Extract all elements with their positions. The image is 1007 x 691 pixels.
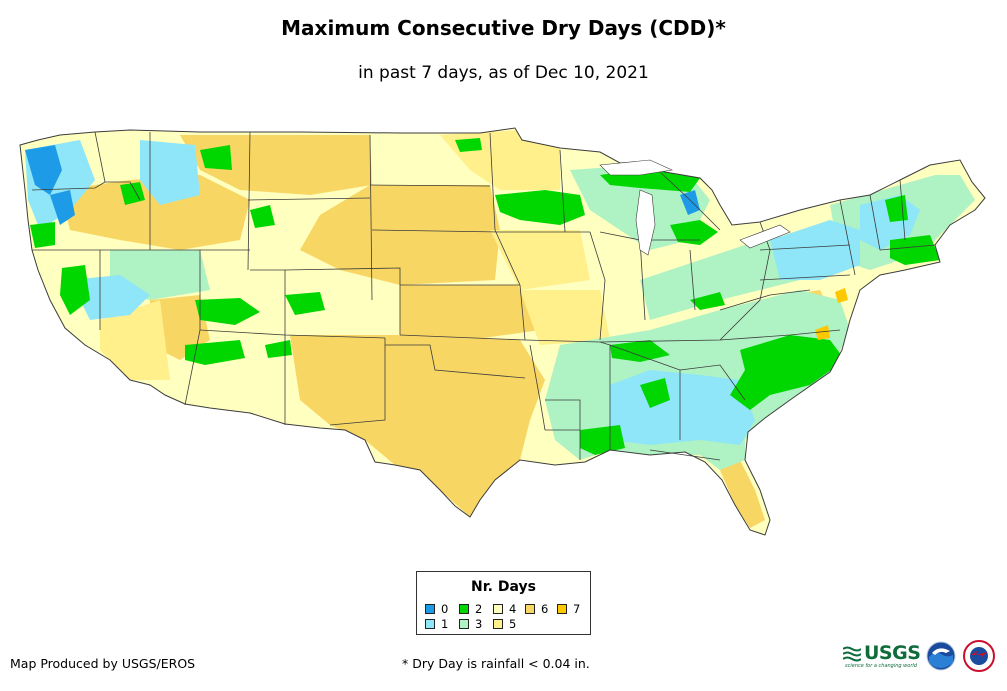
legend-swatch-6 bbox=[525, 604, 535, 614]
legend-swatch-1 bbox=[425, 619, 435, 629]
region-2-montana bbox=[200, 145, 232, 170]
usgs-logo-tagline: science for a changing world bbox=[845, 663, 917, 669]
region-2-gulf bbox=[580, 425, 625, 455]
lake-erie bbox=[739, 224, 791, 249]
map-title: Maximum Consecutive Dry Days (CDD)* bbox=[281, 16, 726, 40]
legend-swatch-5 bbox=[493, 619, 503, 629]
region-2-calnorth bbox=[60, 265, 90, 315]
region-5-southwest bbox=[100, 300, 170, 380]
region-2-wyoming bbox=[250, 205, 275, 228]
region-2-utah bbox=[195, 298, 260, 325]
region-0-cascades bbox=[50, 190, 75, 225]
region-2-oregon bbox=[30, 222, 55, 248]
noaa-logo-icon bbox=[926, 641, 956, 671]
lake-michigan bbox=[635, 189, 656, 256]
region-1-california bbox=[70, 275, 150, 320]
nws-logo-icon bbox=[963, 640, 995, 672]
legend-swatch-3 bbox=[459, 619, 469, 629]
region-0-michigan bbox=[680, 190, 700, 215]
usgs-wave-icon bbox=[843, 646, 861, 662]
region-5-missouri bbox=[520, 290, 610, 345]
region-1-idaho bbox=[140, 140, 200, 205]
dry-day-footnote: * Dry Day is rainfall < 0.04 in. bbox=[402, 656, 590, 671]
region-2-idaho bbox=[120, 182, 145, 205]
region-2-kentucky bbox=[690, 292, 725, 310]
legend-item-1: 1 bbox=[425, 618, 448, 630]
region-6-florida bbox=[720, 460, 765, 528]
region-5-iowa bbox=[490, 230, 590, 290]
legend-item-7: 7 bbox=[557, 603, 580, 615]
legend-swatch-4 bbox=[493, 604, 503, 614]
region-6-west bbox=[60, 175, 250, 250]
legend-item-0: 0 bbox=[425, 603, 448, 615]
region-2-michigan-lp bbox=[670, 220, 718, 245]
region-6-kansas bbox=[400, 285, 540, 340]
state-boundaries bbox=[31, 131, 936, 461]
region-1-georgia bbox=[610, 370, 755, 445]
region-1-penn bbox=[770, 220, 860, 280]
usgs-logo-text: USGS bbox=[864, 642, 921, 664]
legend-swatch-7 bbox=[557, 604, 567, 614]
region-0-olympic bbox=[25, 145, 62, 195]
region-2-colorado bbox=[285, 292, 325, 315]
legend: Nr. Days 0 1 2 3 4 5 6 7 bbox=[416, 571, 591, 635]
legend-swatch-2 bbox=[459, 604, 469, 614]
region-2-tennessee bbox=[610, 340, 670, 362]
map-credit: Map Produced by USGS/EROS bbox=[10, 656, 196, 671]
map-subtitle: in past 7 days, as of Dec 10, 2021 bbox=[358, 63, 649, 83]
legend-item-6: 6 bbox=[525, 603, 548, 615]
legend-item-3: 3 bbox=[459, 618, 482, 630]
region-2-massachusetts bbox=[890, 235, 940, 265]
legend-swatch-0 bbox=[425, 604, 435, 614]
region-2-arizona bbox=[185, 340, 245, 365]
legend-item-4: 4 bbox=[493, 603, 516, 615]
region-7-virginia bbox=[815, 325, 830, 340]
region-2-carolina bbox=[730, 335, 845, 410]
region-6-plains bbox=[300, 185, 500, 285]
lake-superior bbox=[599, 159, 674, 176]
region-7-dc bbox=[835, 288, 848, 303]
region-6-texas bbox=[290, 335, 545, 517]
region-2-alabama bbox=[640, 378, 670, 408]
region-2-vermont bbox=[885, 195, 908, 222]
legend-item-5: 5 bbox=[493, 618, 516, 630]
legend-item-2: 2 bbox=[459, 603, 482, 615]
region-2-wisconsin bbox=[495, 190, 585, 225]
legend-title: Nr. Days bbox=[471, 579, 536, 595]
region-2-ontario bbox=[455, 138, 482, 152]
